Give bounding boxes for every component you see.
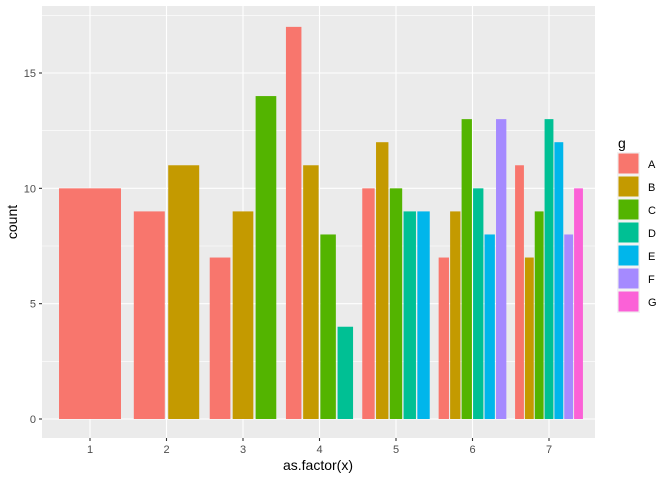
bar-A-5 bbox=[362, 188, 375, 419]
bar-A-7 bbox=[515, 165, 524, 419]
bar-F-6 bbox=[496, 119, 507, 419]
legend-item-F: F bbox=[617, 267, 655, 290]
bar-F-7 bbox=[564, 234, 574, 419]
legend-swatch bbox=[618, 176, 639, 197]
legend-label: D bbox=[648, 228, 656, 240]
legend-label: B bbox=[648, 182, 655, 194]
x-tick-label: 5 bbox=[393, 444, 399, 456]
bar-E-6 bbox=[484, 234, 495, 419]
bar-D-7 bbox=[544, 119, 554, 419]
bar-A-2 bbox=[133, 211, 165, 419]
x-tick-label: 3 bbox=[240, 444, 246, 456]
legend-title: g bbox=[618, 135, 626, 151]
legend-item-A: A bbox=[617, 152, 656, 175]
bar-B-7 bbox=[524, 257, 534, 419]
bar-B-2 bbox=[168, 165, 200, 419]
legend-item-G: G bbox=[617, 290, 657, 313]
legend-label: E bbox=[648, 251, 655, 263]
bar-D-6 bbox=[473, 188, 484, 419]
bar-E-7 bbox=[554, 142, 564, 419]
x-axis-title: as.factor(x) bbox=[283, 457, 353, 473]
y-tick-label: 10 bbox=[24, 183, 36, 195]
legend-item-D: D bbox=[617, 221, 656, 244]
bars bbox=[59, 26, 583, 420]
x-tick-label: 4 bbox=[316, 444, 322, 456]
legend-swatch bbox=[618, 245, 639, 266]
x-axis: 1 2 3 4 5 6 7 bbox=[87, 438, 552, 456]
bar-B-6 bbox=[450, 211, 461, 419]
bar-G-7 bbox=[574, 188, 583, 419]
bar-C-5 bbox=[389, 188, 403, 419]
bar-C-3 bbox=[255, 96, 277, 419]
legend-item-B: B bbox=[617, 175, 655, 198]
x-tick-label: 7 bbox=[546, 444, 552, 456]
bar-A-1 bbox=[59, 188, 121, 419]
x-tick-label: 2 bbox=[163, 444, 169, 456]
bar-A-6 bbox=[438, 257, 449, 419]
bar-D-5 bbox=[403, 211, 416, 419]
legend-swatch bbox=[618, 199, 639, 220]
legend-item-E: E bbox=[617, 244, 655, 267]
bar-C-6 bbox=[461, 119, 472, 419]
legend-label: A bbox=[648, 159, 656, 171]
y-tick-label: 5 bbox=[30, 299, 36, 311]
legend-swatch bbox=[618, 268, 639, 289]
x-tick-label: 6 bbox=[469, 444, 475, 456]
bar-B-4 bbox=[303, 165, 319, 419]
bar-C-7 bbox=[534, 211, 544, 419]
legend-label: G bbox=[648, 297, 657, 309]
x-tick-label: 1 bbox=[87, 444, 93, 456]
bar-E-5 bbox=[417, 211, 430, 419]
legend-swatch bbox=[618, 291, 639, 312]
legend-item-C: C bbox=[617, 198, 656, 221]
bar-A-3 bbox=[209, 257, 231, 419]
y-axis: 0 5 10 15 bbox=[24, 68, 42, 426]
legend-label: C bbox=[648, 205, 656, 217]
bar-B-3 bbox=[232, 211, 254, 419]
legend-swatch bbox=[618, 222, 639, 243]
bar-C-4 bbox=[320, 234, 336, 419]
legend-swatch bbox=[618, 153, 639, 174]
bar-A-4 bbox=[285, 26, 302, 420]
legend-label: F bbox=[648, 274, 655, 286]
bar-D-4 bbox=[337, 326, 354, 419]
y-axis-title: count bbox=[4, 205, 20, 239]
bar-B-5 bbox=[376, 142, 389, 419]
y-tick-label: 15 bbox=[24, 68, 36, 80]
y-tick-label: 0 bbox=[30, 414, 36, 426]
